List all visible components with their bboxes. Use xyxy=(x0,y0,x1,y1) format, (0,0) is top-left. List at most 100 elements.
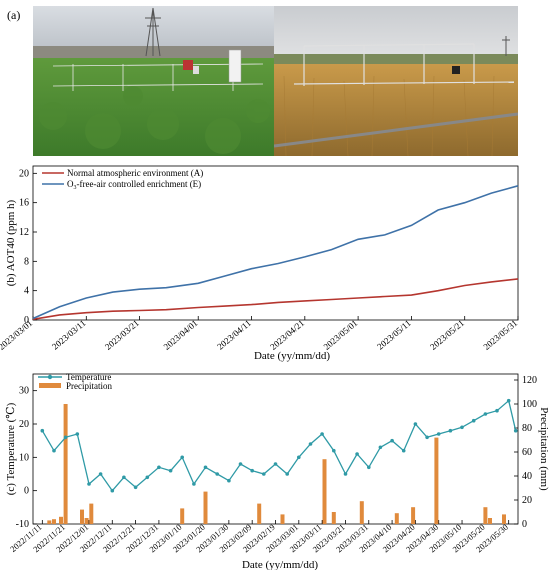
legend-marker-temperature xyxy=(47,374,53,380)
temperature-point xyxy=(460,425,464,430)
aot40-x-tick-label: 2023/03/01 xyxy=(0,318,34,352)
precipitation-bar xyxy=(59,516,63,524)
aot40-x-tick-label: 2023/05/11 xyxy=(375,318,413,352)
temperature-point xyxy=(495,408,499,413)
aot40-plot-frame xyxy=(32,165,519,321)
temperature-point xyxy=(238,462,243,466)
precipitation-bar xyxy=(180,508,185,524)
temperature-point xyxy=(343,472,348,476)
precipitation-bar xyxy=(488,518,492,524)
temperature-point xyxy=(367,465,371,470)
aot40-x-tick-label: 2023/04/11 xyxy=(215,318,253,352)
precipitation-bar xyxy=(203,491,208,524)
temperature-point xyxy=(250,468,254,473)
precipitation-y-tick-label: 0 xyxy=(522,519,527,530)
precipitation-bar xyxy=(322,459,327,524)
temperature-point xyxy=(506,398,511,403)
aot40-y-axis-title: (b) AOT40 (ppm h) xyxy=(5,199,17,286)
temperature-point xyxy=(168,468,173,473)
precipitation-bar xyxy=(63,404,68,524)
precipitation-bar xyxy=(47,520,52,524)
temperature-point xyxy=(483,412,488,416)
temperature-point xyxy=(355,452,359,456)
temperature-point xyxy=(425,435,429,440)
precipitation-y-tick-label: 20 xyxy=(522,495,532,506)
temperature-point xyxy=(471,418,476,423)
precipitation-bar xyxy=(89,503,94,524)
aot40-y-tick-label: 16 xyxy=(19,198,29,209)
temperature-point xyxy=(448,428,453,433)
precipitation-bar xyxy=(84,518,89,524)
temperature-point xyxy=(145,475,150,480)
temperature-point xyxy=(133,485,138,490)
temperature-point xyxy=(110,488,115,493)
temperature-y-tick-label: 0 xyxy=(24,486,29,497)
aot40-y-tick-label: 8 xyxy=(24,256,29,267)
temperature-y-tick-label: 30 xyxy=(19,386,29,397)
temperature-point xyxy=(75,432,80,436)
temperature-point xyxy=(157,465,161,470)
temperature-point xyxy=(227,478,231,483)
aot40-x-tick-label: 2023/05/01 xyxy=(322,318,360,352)
panel-a-label: (a) xyxy=(7,8,21,22)
precipitation-bar xyxy=(257,503,262,524)
temperature-point xyxy=(192,482,196,486)
aot40-x-tick-label: 2023/04/01 xyxy=(162,318,200,352)
aot40-series-ozone-line xyxy=(32,185,519,320)
precipitation-y-tick-label: 40 xyxy=(522,471,532,482)
precipitation-bar xyxy=(434,437,439,524)
temperature-point xyxy=(122,475,126,480)
precipitation-bar xyxy=(331,512,336,524)
temperature-point xyxy=(215,472,219,476)
aot40-x-tick-label: 2023/03/21 xyxy=(103,318,141,352)
aot40-x-tick-label: 2023/05/21 xyxy=(428,318,466,352)
temperature-point xyxy=(390,438,394,443)
field-photo-left xyxy=(33,6,274,156)
precipitation-bar xyxy=(280,514,285,524)
precipitation-y-tick-label: 60 xyxy=(522,447,532,458)
precipitation-bar xyxy=(359,501,364,524)
temperature-point xyxy=(273,462,278,466)
legend-ozone-prefix: O xyxy=(67,179,74,189)
temperature-point xyxy=(180,455,184,460)
precipitation-y-tick-label: 100 xyxy=(522,399,537,410)
temperature-point xyxy=(308,442,313,446)
temperature-y-tick-label: 10 xyxy=(19,452,29,463)
aot40-y-tick-label: 12 xyxy=(19,227,29,238)
temperature-y-tick-label: 20 xyxy=(19,419,29,430)
precipitation-bar xyxy=(394,513,399,524)
temperature-point xyxy=(378,445,383,450)
temperature-point xyxy=(98,472,103,476)
climate-plot-frame xyxy=(32,373,519,525)
temperature-point xyxy=(40,428,45,433)
temperature-y-axis-title: (c) Temperature (℃) xyxy=(5,402,17,495)
temperature-point xyxy=(262,472,266,476)
temperature-point xyxy=(320,432,324,436)
temperature-point xyxy=(513,428,518,433)
legend-label-ozone: O3-free-air controlled enrichment (E) xyxy=(67,179,201,191)
aot40-chart: 0 4 8 12 16 20 2023/03/01 2023/03/11 2023/03/21… xyxy=(0,165,519,362)
legend-ozone-suffix: -free-air controlled enrichment (E) xyxy=(77,179,202,189)
aot40-x-axis-title: Date (yy/mm/dd) xyxy=(254,350,330,362)
precipitation-bar xyxy=(411,507,416,524)
legend-label-normal: Normal atmospheric environment (A) xyxy=(67,168,203,178)
temperature-point xyxy=(297,455,301,460)
legend-label-temperature: Temperature xyxy=(66,372,111,382)
precipitation-bar xyxy=(483,507,488,524)
climate-x-axis-title: Date (yy/mm/dd) xyxy=(242,559,318,570)
precipitation-y-tick-label: 80 xyxy=(522,423,532,434)
temperature-point xyxy=(413,422,418,426)
temperature-point xyxy=(63,435,68,440)
clover-field-photo xyxy=(33,6,274,156)
wheat-field-photo xyxy=(274,6,518,156)
temperature-point xyxy=(332,448,336,453)
field-photo-right xyxy=(274,6,518,156)
temperature-point xyxy=(203,465,208,470)
aot40-x-tick-label: 2023/05/31 xyxy=(481,318,519,352)
legend-ozone-subscript: 3 xyxy=(74,185,77,191)
legend-label-precipitation: Precipitation xyxy=(66,381,112,391)
precipitation-y-axis-title: Precipitation (mm) xyxy=(538,407,550,491)
temperature-y-tick-label: -10 xyxy=(16,519,29,530)
temperature-series-line xyxy=(41,399,517,492)
temperature-point xyxy=(401,448,406,453)
